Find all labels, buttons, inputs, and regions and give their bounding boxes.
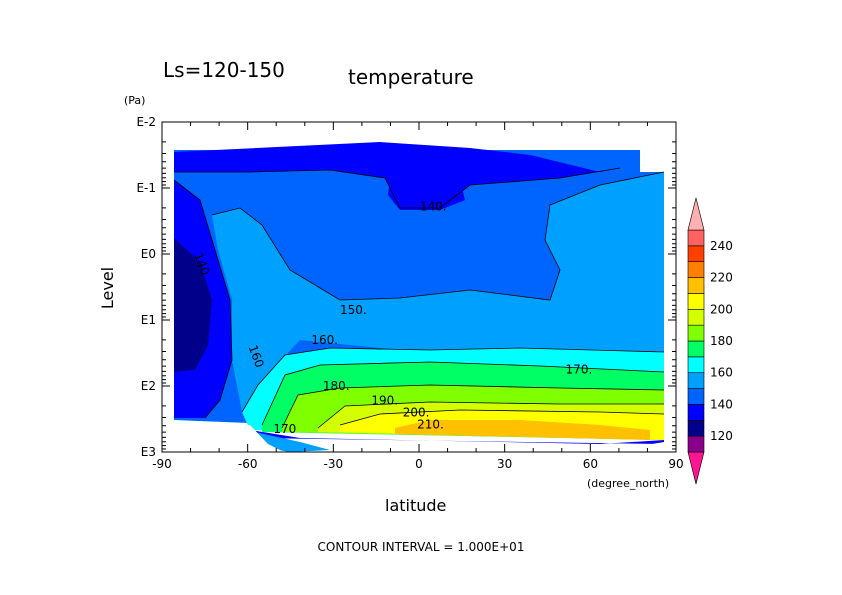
y-tick-label: E2 <box>141 379 156 393</box>
colorbar-tick-label: 240 <box>710 239 733 253</box>
chart-title-right: temperature <box>348 65 474 89</box>
contour-line-layer <box>173 167 665 429</box>
contour-label: 190. <box>371 394 398 408</box>
colorbar-swatch <box>687 293 705 310</box>
colorbar-tick-label: 180 <box>710 334 733 348</box>
region-120-130-core <box>174 238 212 372</box>
colorbar-swatch <box>687 340 705 358</box>
x-tick-label: -60 <box>238 457 258 471</box>
colorbar-tick-label: 120 <box>710 429 733 443</box>
colorbar-tick-label: 220 <box>710 271 733 285</box>
region-150-160 <box>212 172 664 412</box>
colorbar-swatch <box>687 308 705 326</box>
contour-label: 200. <box>403 405 430 419</box>
y-axis-ticks: E-2 E-1 E0 E1 E2 E3 <box>136 115 676 459</box>
x-axis-label: latitude <box>385 496 446 515</box>
x-axis-ticks: -90 -60 -30 0 30 60 90 <box>152 122 684 471</box>
y-tick-label: E3 <box>141 445 156 459</box>
x-tick-label: 90 <box>668 457 683 471</box>
colorbar-tick-label: 200 <box>710 302 733 316</box>
colorbar-swatch <box>687 245 705 263</box>
contour-label: 180. <box>323 379 350 393</box>
colorbar-tick-label: 160 <box>710 366 733 380</box>
colorbar-over-triangle <box>687 197 705 231</box>
region-140-pocket <box>388 180 465 210</box>
y-tick-label: E0 <box>141 247 156 261</box>
contour-interval-footer: CONTOUR INTERVAL = 1.000E+01 <box>318 540 525 554</box>
chart-title-left: Ls=120-150 <box>163 58 285 82</box>
y-tick-label: E-2 <box>136 115 156 129</box>
contour-label: 160. <box>311 333 338 347</box>
contour-label: 140. <box>420 199 447 213</box>
region-210-220 <box>395 420 650 440</box>
colorbar-tick-label: 140 <box>710 397 733 411</box>
x-tick-label: 0 <box>415 457 423 471</box>
contour-labels: 140.140150.160.160170.180.190.200.210.17… <box>191 199 592 435</box>
colorbar-swatch <box>687 419 705 437</box>
colorbar-swatch <box>687 435 705 453</box>
x-tick-label: -30 <box>324 457 344 471</box>
colorbar-swatch <box>687 277 705 294</box>
region-130-140-top <box>174 142 620 208</box>
contour-label: 170 <box>273 422 296 436</box>
colorbar-swatch <box>687 356 705 374</box>
colorbar-swatch <box>687 404 705 421</box>
contour-label: 150. <box>340 303 367 317</box>
mask-topo-right <box>640 442 664 455</box>
region-ground-edge <box>250 430 664 444</box>
colorbar: 120 140 160 180 200 220 240 <box>687 197 733 485</box>
colorbar-swatch <box>687 388 705 405</box>
contour-label: 170. <box>566 363 593 377</box>
contour-label: 210. <box>417 417 444 431</box>
colorbar-under-triangle <box>687 451 705 485</box>
x-tick-label: 30 <box>497 457 512 471</box>
colorbar-swatch <box>687 229 705 247</box>
x-unit-label: (degree_north) <box>587 477 669 490</box>
y-axis-label: Level <box>98 267 117 309</box>
y-tick-label: E1 <box>141 313 156 327</box>
colorbar-swatch <box>687 261 705 278</box>
mask-topo <box>174 420 290 455</box>
colorbar-swatch <box>687 324 705 342</box>
colorbar-swatch <box>687 372 705 389</box>
x-tick-label: 60 <box>583 457 598 471</box>
x-tick-label: -90 <box>152 457 172 471</box>
y-unit-label: (Pa) <box>124 94 145 107</box>
y-tick-label: E-1 <box>136 181 156 195</box>
